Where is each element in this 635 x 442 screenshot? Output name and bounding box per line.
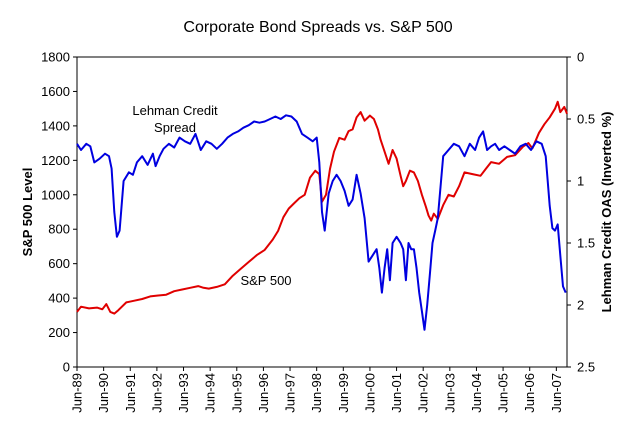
plot-area: 0 200 400 600 800 1000 1200 1400 1600 1800 0 0.5 1 1.… — [41, 50, 595, 413]
x-tick-label: Jun-90 — [96, 373, 111, 413]
y-left-tick-label: 1200 — [41, 153, 70, 168]
plot-frame — [76, 56, 568, 368]
x-tick-label: Jun-07 — [549, 373, 564, 413]
y-right-tick-label: 1.5 — [577, 236, 595, 251]
y-right-tick-label: 2.5 — [577, 360, 595, 375]
x-tick-label: Jun-01 — [389, 373, 404, 413]
y-left-tick-label: 1000 — [41, 187, 70, 202]
x-tick-label: Jun-89 — [70, 373, 85, 413]
y-left-tick-label: 800 — [48, 222, 70, 237]
x-tick-label: Jun-06 — [522, 373, 537, 413]
y-axis-right-title: Lehman Credit OAS (Inverted %) — [599, 112, 614, 313]
x-tick-label: Jun-97 — [283, 373, 298, 413]
x-tick-label: Jun-02 — [416, 373, 431, 413]
chart-title: Corporate Bond Spreads vs. S&P 500 — [183, 19, 452, 36]
x-tick-label: Jun-99 — [336, 373, 351, 413]
y-left-tick-label: 1800 — [41, 50, 70, 65]
annotation-credit-line1: Lehman Credit — [132, 103, 218, 118]
y-left-tick-label: 1600 — [41, 84, 70, 99]
y-axis-left-title: S&P 500 Level — [20, 168, 35, 257]
x-tick-label: Jun-00 — [362, 373, 377, 413]
y-left-tick-label: 600 — [48, 256, 70, 271]
series-line-sp500 — [76, 100, 568, 315]
y-left-tick-label: 200 — [48, 325, 70, 340]
annotation-credit-line2: Spread — [154, 120, 196, 135]
y-right-tick-label: 1 — [577, 174, 584, 189]
x-tick-label: Jun-98 — [309, 373, 324, 413]
x-tick-label: Jun-05 — [496, 373, 511, 413]
x-tick-label: Jun-93 — [176, 373, 191, 413]
y-left-tick-label: 1400 — [41, 118, 70, 133]
x-tick-label: Jun-03 — [442, 373, 457, 413]
x-tick-label: Jun-94 — [203, 373, 218, 413]
x-tick-label: Jun-95 — [229, 373, 244, 413]
y-right-tick-label: 0.5 — [577, 112, 595, 127]
y-left-tick-label: 400 — [48, 291, 70, 306]
annotation-sp500: S&P 500 — [240, 273, 291, 288]
y-right-tick-label: 0 — [577, 50, 584, 65]
x-tick-label: Jun-96 — [256, 373, 271, 413]
x-tick-label: Jun-04 — [469, 373, 484, 413]
series-line-credit-spread — [76, 114, 567, 331]
y-right-tick-label: 2 — [577, 298, 584, 313]
x-tick-label: Jun-91 — [123, 373, 138, 413]
y-left-tick-label: 0 — [63, 360, 70, 375]
x-tick-label: Jun-92 — [149, 373, 164, 413]
